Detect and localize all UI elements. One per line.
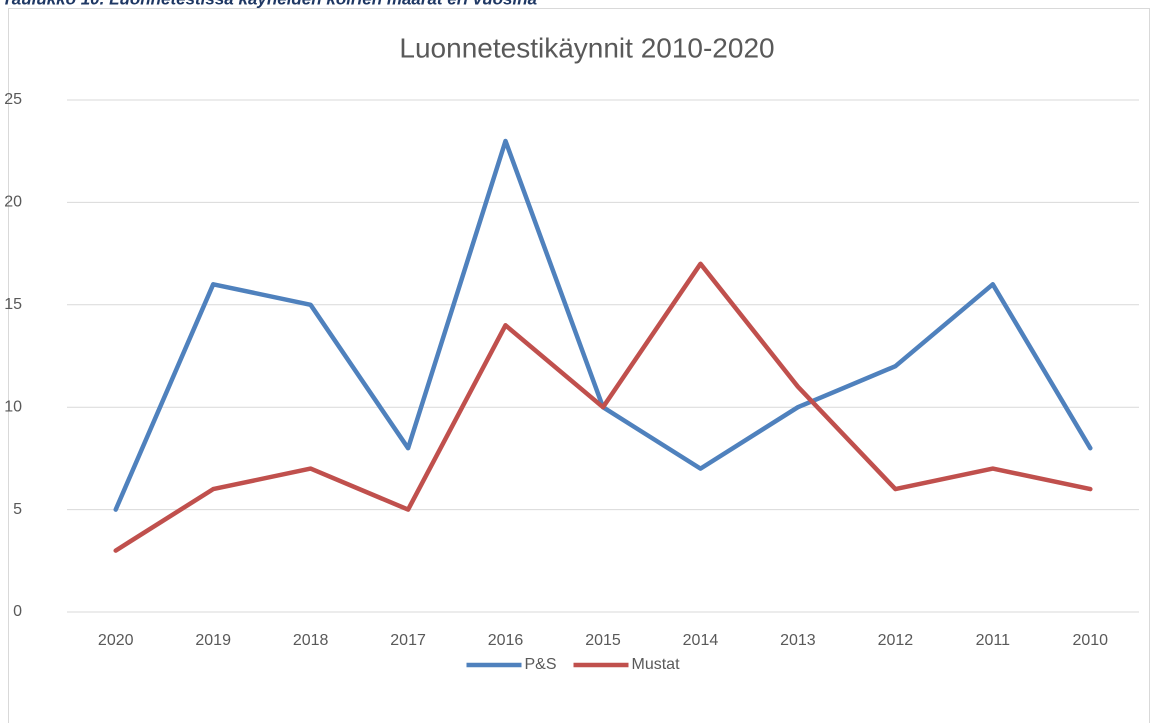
legend-label: P&S — [525, 656, 557, 673]
x-tick-label: 2015 — [585, 632, 621, 649]
caption: Taulukko 10. Luonnetestissä käyneiden ko… — [2, 0, 537, 8]
y-tick-label: 15 — [4, 296, 22, 313]
line-series — [113, 138, 1093, 512]
x-tick-label: 2017 — [390, 632, 426, 649]
x-tick-label: 2011 — [976, 632, 1011, 649]
x-tick-label: 2012 — [878, 632, 914, 649]
x-tick-label: 2018 — [293, 632, 329, 649]
line-series — [113, 261, 1093, 553]
x-tick-label: 2010 — [1072, 632, 1108, 649]
x-tick-label: 2020 — [98, 632, 134, 649]
x-tick-label: 2013 — [780, 632, 816, 649]
y-tick-label: 0 — [13, 603, 22, 620]
x-tick-label: 2014 — [683, 632, 719, 649]
x-tick-label: 2016 — [488, 632, 524, 649]
y-tick-label: 5 — [13, 501, 22, 518]
y-tick-label: 25 — [4, 91, 22, 108]
y-tick-label: 10 — [4, 398, 22, 415]
chart-title: Luonnetestikäynnit 2010-2020 — [399, 32, 774, 63]
y-tick-label: 20 — [4, 194, 22, 211]
legend-label: Mustat — [632, 656, 681, 673]
chart-border — [8, 8, 1150, 723]
x-tick-label: 2019 — [195, 632, 231, 649]
